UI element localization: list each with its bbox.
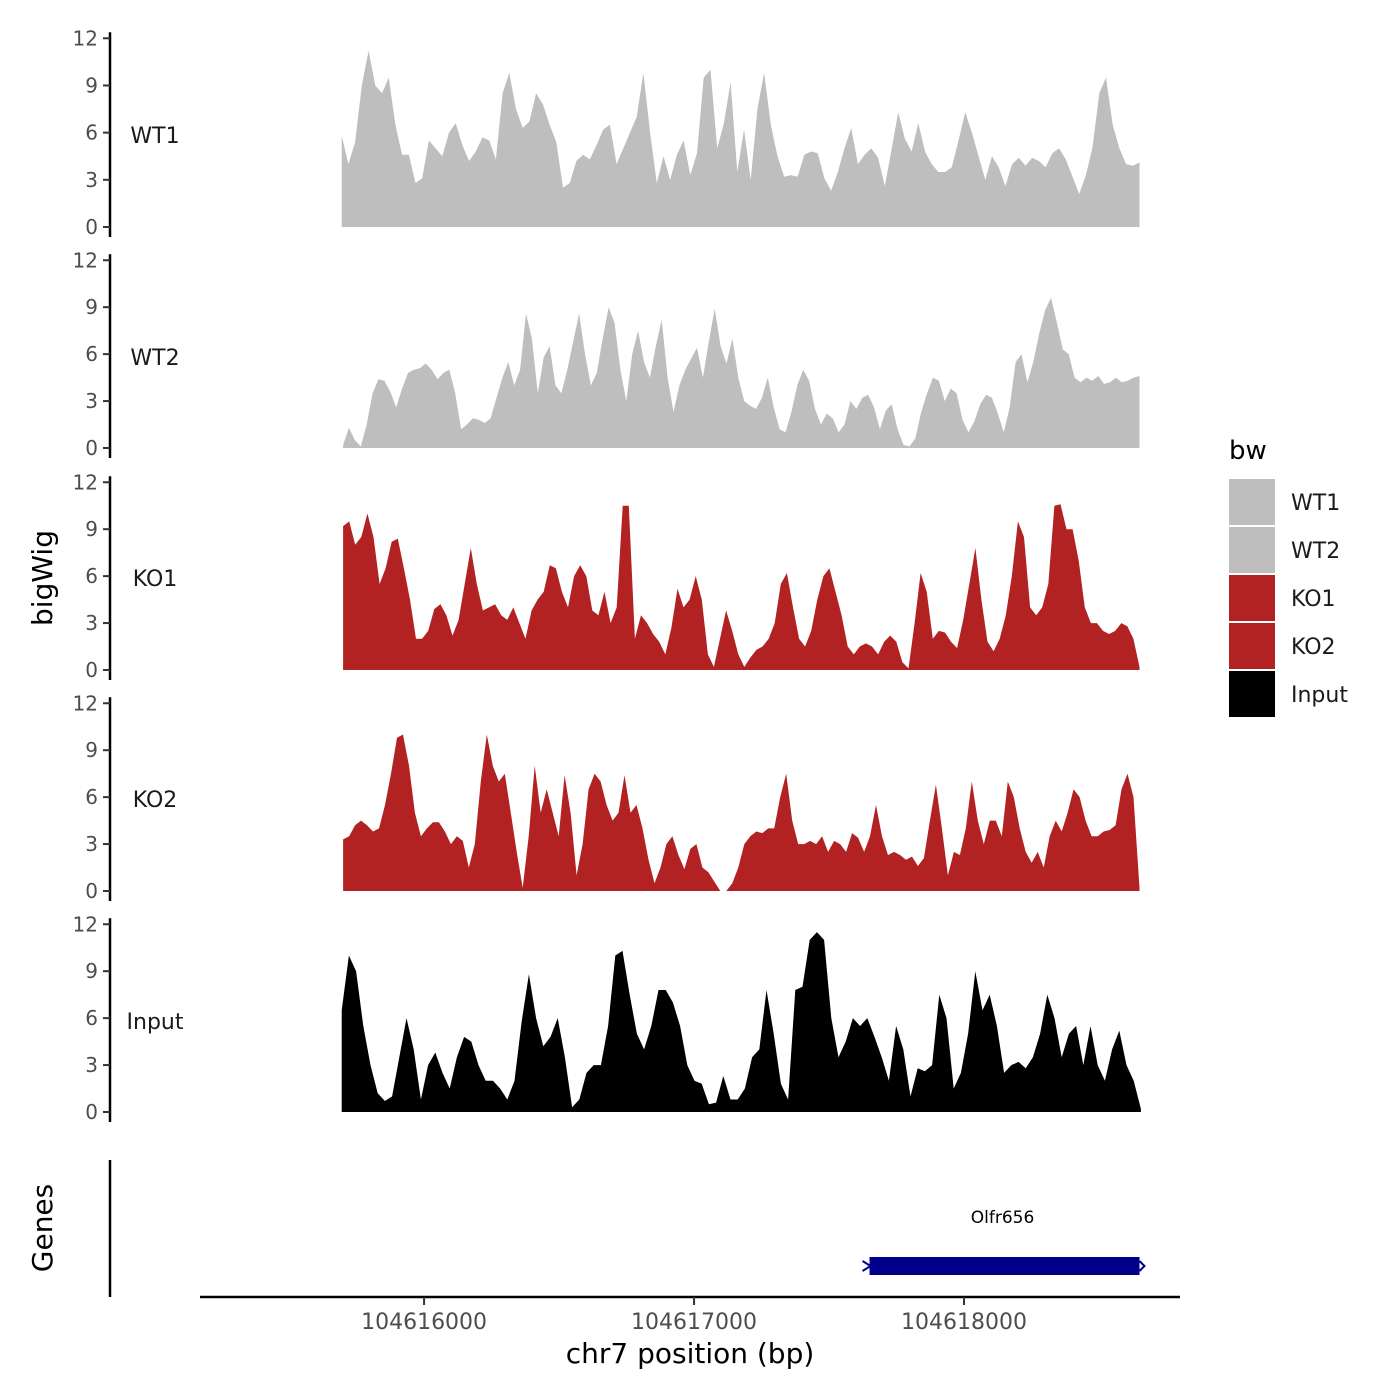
y-tick-label-ko2-6: 6 (85, 785, 98, 809)
legend-label-input: Input (1291, 683, 1348, 708)
x-tick-label-104618000: 104618000 (901, 1310, 1027, 1335)
y-tick-label-ko2-12: 12 (73, 691, 98, 715)
y-tick-label-ko2-0: 0 (85, 879, 98, 903)
genes-axis-title: Genes (26, 1184, 59, 1272)
x-tick-label-104617000: 104617000 (631, 1310, 757, 1335)
y-tick-label-ko1-0: 0 (85, 658, 98, 682)
y-tick-label-input-12: 12 (73, 912, 98, 936)
y-tick-label-wt1-12: 12 (73, 26, 98, 50)
y-tick-label-input-6: 6 (85, 1006, 98, 1030)
y-tick-label-input-0: 0 (85, 1100, 98, 1124)
track-label-ko2: KO2 (133, 788, 178, 813)
x-axis-title: chr7 position (bp) (566, 1337, 815, 1370)
legend-key-input (1229, 671, 1275, 717)
y-tick-label-wt2-6: 6 (85, 342, 98, 366)
legend-label-wt2: WT2 (1291, 539, 1340, 564)
legend-label-ko1: KO1 (1291, 587, 1336, 612)
y-tick-label-wt1-6: 6 (85, 121, 98, 145)
x-tick-label-104616000: 104616000 (361, 1310, 487, 1335)
legend-key-ko1 (1229, 575, 1275, 621)
legend-label-ko2: KO2 (1291, 635, 1336, 660)
y-tick-label-ko2-9: 9 (85, 738, 98, 762)
y-tick-label-ko1-12: 12 (73, 470, 98, 494)
track-label-input: Input (127, 1010, 184, 1035)
legend-key-ko2 (1229, 623, 1275, 669)
y-tick-label-input-9: 9 (85, 959, 98, 983)
y-tick-label-ko1-3: 3 (85, 611, 98, 635)
genome-browser-figure: 0 3 6 9 12 WT1 0 3 6 9 12 WT2 0 3 6 9 12 KO1 0 3 6 9 12 KO2 0 3 6 9… (0, 0, 1400, 1400)
track-label-ko1: KO1 (133, 567, 178, 592)
y-tick-label-wt1-3: 3 (85, 168, 98, 192)
y-tick-label-wt1-0: 0 (85, 215, 98, 239)
y-tick-label-input-3: 3 (85, 1053, 98, 1077)
y-axis-title: bigWig (26, 530, 59, 626)
legend-label-wt1: WT1 (1291, 491, 1340, 516)
track-label-wt2: WT2 (130, 346, 179, 371)
legend-key-wt2 (1229, 527, 1275, 573)
y-tick-label-wt1-9: 9 (85, 73, 98, 97)
legend-title: bw (1229, 436, 1267, 466)
y-tick-label-wt2-0: 0 (85, 436, 98, 460)
track-label-wt1: WT1 (130, 124, 179, 149)
y-tick-label-ko1-6: 6 (85, 564, 98, 588)
y-tick-label-wt2-9: 9 (85, 295, 98, 319)
y-tick-label-wt2-3: 3 (85, 389, 98, 413)
y-tick-label-ko1-9: 9 (85, 517, 98, 541)
y-tick-label-ko2-3: 3 (85, 832, 98, 856)
legend-key-wt1 (1229, 479, 1275, 525)
gene-name-label: Olfr656 (971, 1208, 1035, 1228)
gene-body-olfr656 (870, 1257, 1140, 1275)
y-tick-label-wt2-12: 12 (73, 248, 98, 272)
